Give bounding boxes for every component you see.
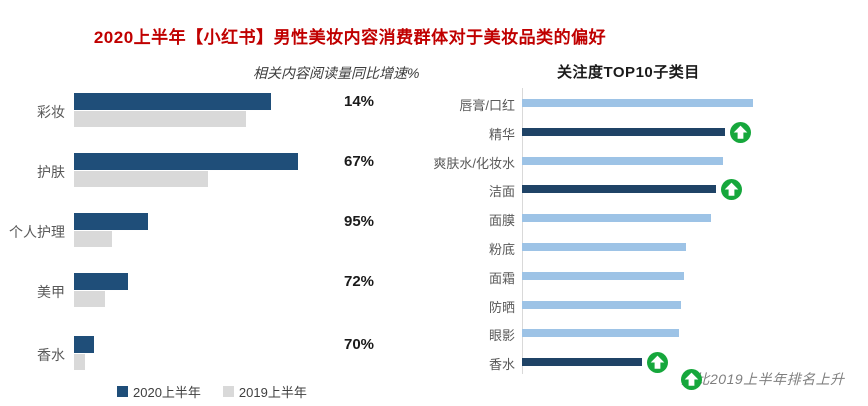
legend-swatch-2019 bbox=[222, 386, 234, 397]
arrow-up-circle-icon bbox=[681, 368, 702, 390]
bar-2019 bbox=[74, 171, 208, 187]
bar-2019 bbox=[74, 111, 246, 127]
top10-label: 面膜 bbox=[488, 213, 515, 229]
top10-chart-title: 关注度TOP10子类目 bbox=[557, 64, 700, 81]
legend-label-2019: 2019上半年 bbox=[238, 385, 307, 400]
legend-item-2019: 2019上半年 bbox=[222, 382, 307, 401]
top10-bar bbox=[522, 271, 684, 280]
growth-value: 14% bbox=[344, 93, 375, 110]
annotation-text: 对比2019上半年排名上升 bbox=[681, 371, 845, 387]
top10-bar bbox=[522, 156, 723, 165]
top10-bar bbox=[522, 329, 679, 338]
rank-up-icon bbox=[730, 121, 751, 143]
top10-label: 面霜 bbox=[488, 270, 515, 286]
category-label: 护肤 bbox=[37, 164, 65, 180]
bar-2020 bbox=[74, 213, 148, 230]
bar-2019 bbox=[74, 231, 112, 247]
rank-up-icon bbox=[647, 352, 668, 374]
legend: 2020上半年 2019上半年 bbox=[117, 382, 307, 401]
top10-bar bbox=[522, 99, 753, 107]
bar-2020 bbox=[74, 153, 298, 170]
bar-2020 bbox=[74, 93, 271, 110]
category-label: 个人护理 bbox=[9, 224, 65, 240]
page-title: 2020上半年【小红书】男性美妆内容消费群体对于美妆品类的偏好 bbox=[93, 28, 607, 47]
top10-label: 粉底 bbox=[488, 242, 515, 257]
legend-item-2020: 2020上半年 bbox=[117, 382, 201, 401]
rank-up-icon bbox=[721, 179, 742, 201]
category-label: 香水 bbox=[37, 347, 65, 363]
legend-label-2020: 2020上半年 bbox=[133, 385, 201, 400]
axis-line bbox=[522, 88, 523, 374]
top10-label: 防晒 bbox=[488, 299, 515, 315]
top10-label: 爽肤水/化妆水 bbox=[433, 155, 515, 171]
growth-value: 70% bbox=[344, 336, 375, 353]
top10-bar bbox=[522, 127, 725, 136]
top10-bar bbox=[522, 214, 711, 223]
top10-label: 洁面 bbox=[488, 184, 515, 200]
top10-label: 香水 bbox=[488, 357, 515, 373]
top10-label: 精华 bbox=[488, 126, 515, 142]
rank-up-annotation: 对比2019上半年排名上升 bbox=[681, 368, 845, 390]
top10-bar bbox=[522, 358, 642, 367]
growth-value: 72% bbox=[344, 273, 375, 290]
bar-2020 bbox=[74, 273, 128, 290]
bar-2019 bbox=[74, 291, 105, 307]
category-label: 美甲 bbox=[37, 284, 65, 300]
growth-value: 95% bbox=[344, 213, 375, 230]
top10-label: 眼影 bbox=[488, 328, 515, 344]
growth-rate-header: 相关内容阅读量同比增速% bbox=[253, 65, 420, 81]
bar-2020 bbox=[74, 336, 94, 353]
legend-swatch-2020 bbox=[117, 386, 128, 397]
top10-label: 唇膏/口红 bbox=[459, 98, 515, 113]
top10-bar bbox=[522, 185, 716, 194]
growth-value: 67% bbox=[344, 153, 375, 170]
top10-bar bbox=[522, 300, 681, 309]
top10-bar bbox=[522, 243, 686, 251]
category-label: 彩妆 bbox=[37, 104, 65, 120]
bar-2019 bbox=[74, 354, 85, 370]
